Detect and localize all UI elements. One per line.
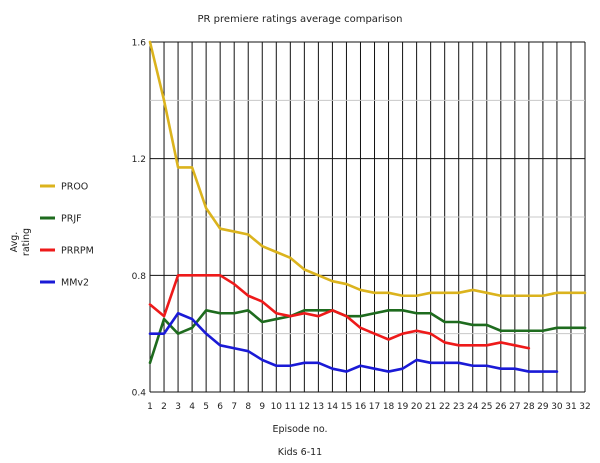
y-tick-label: 0.4 (132, 389, 147, 399)
x-tick-label: 32 (579, 402, 590, 412)
x-tick-label: 24 (467, 402, 479, 412)
x-tick-label: 2 (161, 402, 167, 412)
x-tick-label: 11 (285, 402, 296, 412)
x-tick-labels: 1 2 3 4 5 6 7 8 9 10 11 12 13 14 15 16 17 18 19 20 21 22 23 24 2… (147, 402, 591, 412)
series-line-proo (148, 40, 587, 298)
x-tick-label: 12 (299, 402, 310, 412)
y-axis-label-line1: Avg. (9, 232, 20, 253)
x-tick-label: 19 (397, 402, 409, 412)
x-tick-label: 16 (355, 402, 367, 412)
x-tick-label: 29 (537, 402, 549, 412)
x-tick-label: 23 (453, 402, 464, 412)
series-line-prjf (148, 309, 587, 365)
y-tick-labels: 0.4 0.8 1.2 1.6 (132, 39, 147, 399)
x-tick-label: 28 (523, 402, 535, 412)
x-tick-label: 15 (341, 402, 352, 412)
x-tick-label: 1 (147, 402, 153, 412)
y-axis-label-line2: rating (21, 228, 32, 256)
series-lines (148, 40, 587, 373)
x-axis-label: Episode no. (272, 424, 327, 435)
x-tick-label: 5 (203, 402, 209, 412)
x-tick-label: 7 (231, 402, 237, 412)
x-tick-label: 17 (369, 402, 380, 412)
legend-label-prjf: PRJF (61, 214, 82, 225)
y-tick-label: 1.2 (132, 155, 146, 165)
x-tick-label: 13 (313, 402, 324, 412)
chart-title: PR premiere ratings average comparison (198, 14, 403, 25)
series-line-prrpm (148, 274, 531, 350)
x-tick-label: 27 (509, 402, 520, 412)
x-tick-label: 21 (425, 402, 436, 412)
legend: PROO PRJF PRRPM MMv2 (40, 182, 94, 289)
y-tick-label: 0.8 (132, 272, 147, 282)
x-tick-label: 25 (481, 402, 492, 412)
y-tick-label: 1.6 (132, 39, 147, 49)
x-tick-label: 31 (565, 402, 576, 412)
x-tick-label: 10 (271, 402, 283, 412)
x-tick-label: 22 (439, 402, 450, 412)
x-tick-label: 6 (217, 402, 223, 412)
grid (149, 41, 586, 393)
x-tick-label: 18 (383, 402, 395, 412)
legend-label-prrpm: PRRPM (61, 246, 94, 257)
x-tick-label: 14 (327, 402, 339, 412)
series-line-mmv2 (148, 311, 559, 373)
x-tick-label: 26 (495, 402, 507, 412)
x-tick-label: 9 (259, 402, 265, 412)
x-tick-label: 20 (411, 402, 423, 412)
x-tick-label: 4 (189, 402, 195, 412)
chart-subtitle: Kids 6-11 (278, 447, 322, 458)
legend-label-proo: PROO (61, 182, 88, 193)
x-tick-label: 30 (551, 402, 563, 412)
legend-label-mmv2: MMv2 (61, 278, 89, 289)
x-tick-label: 3 (175, 402, 181, 412)
x-tick-label: 8 (245, 402, 251, 412)
